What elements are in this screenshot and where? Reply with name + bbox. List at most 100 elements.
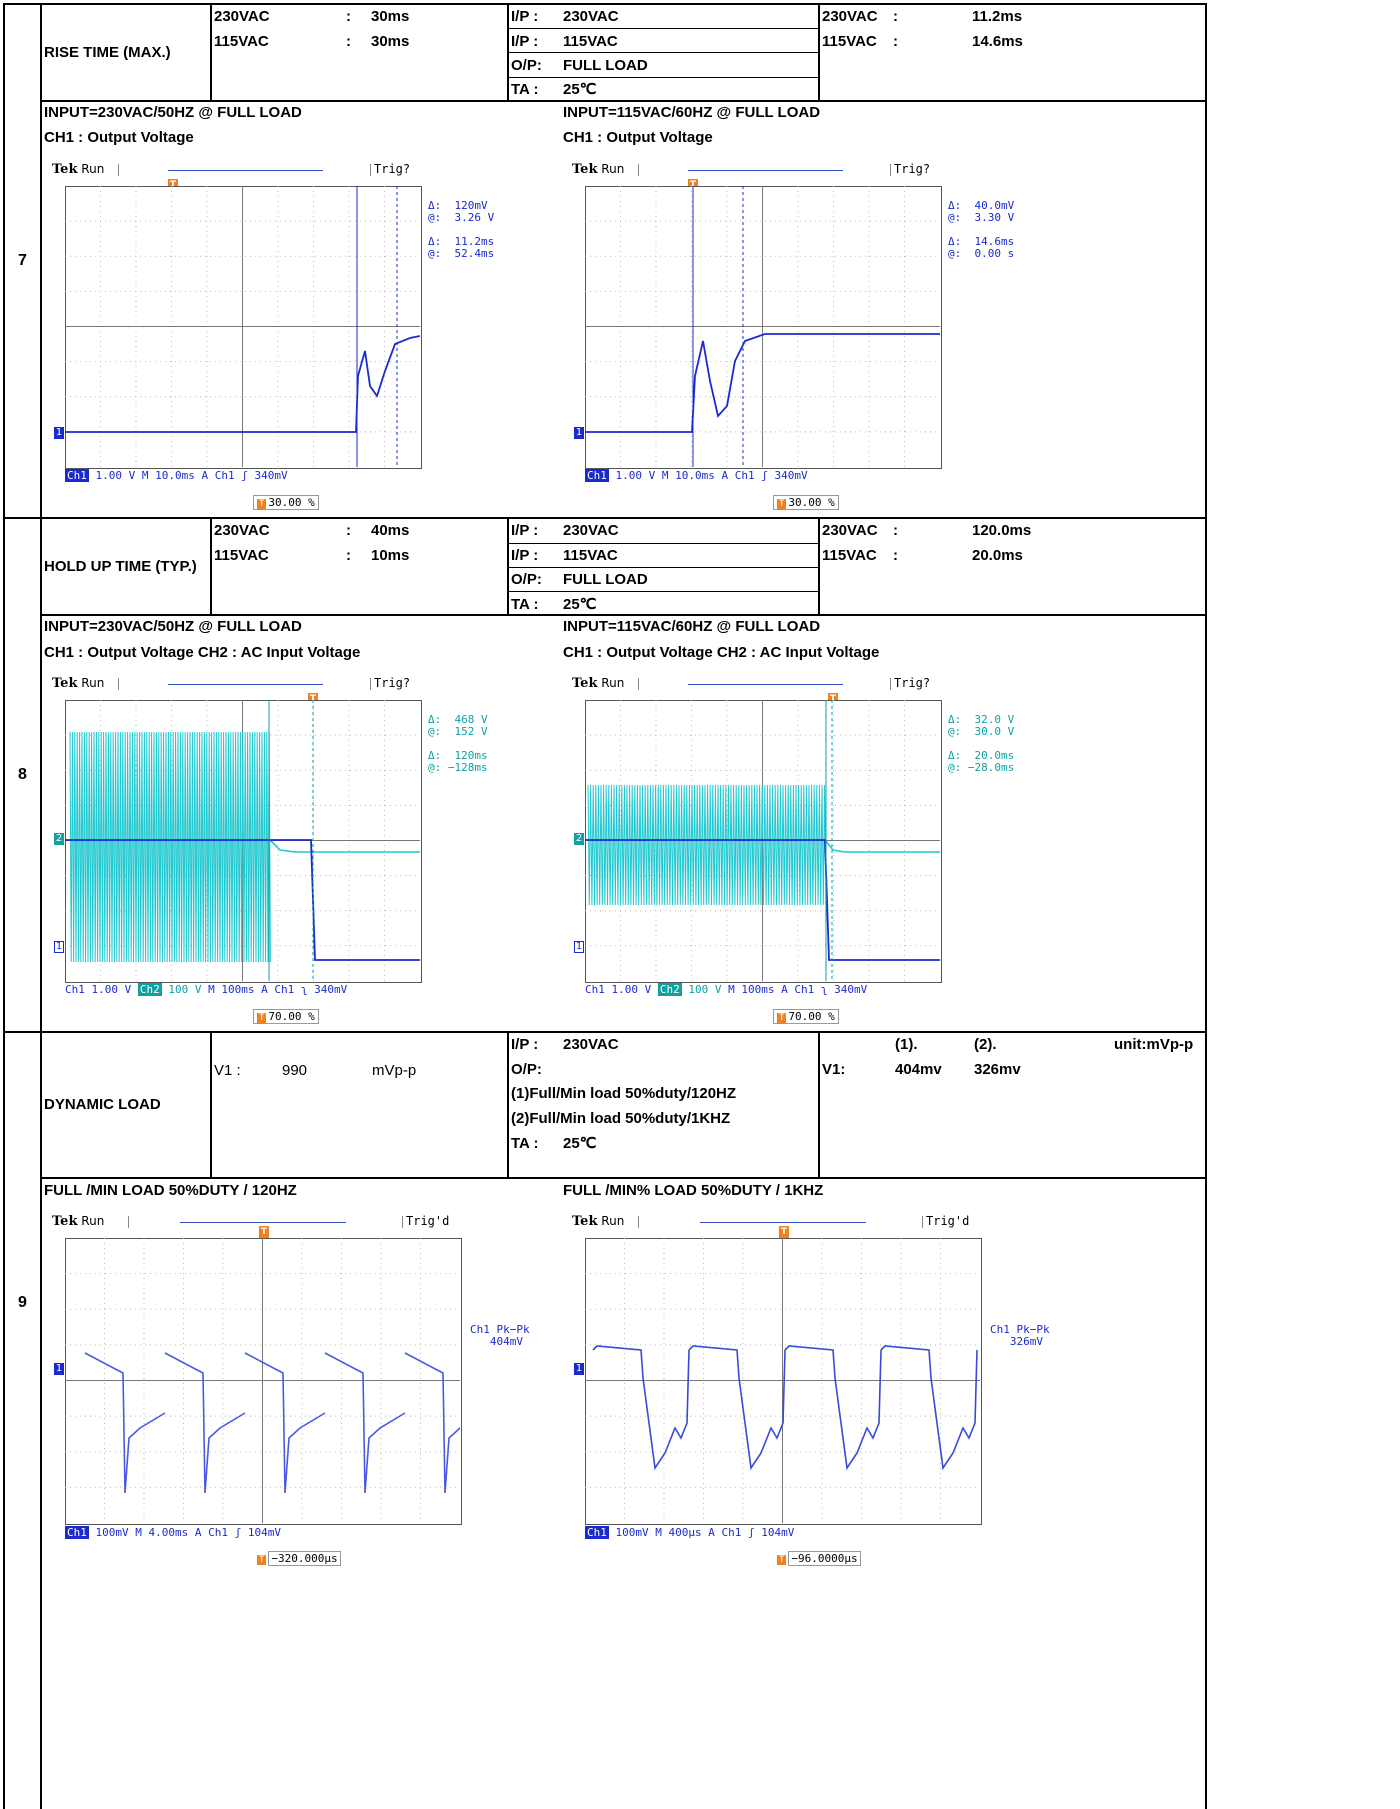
scope-footer: Ch1 1.00 V Ch2 100 V M 100ms A Ch1 ʅ 340… <box>65 983 348 996</box>
trigger-status: Trig? <box>374 676 411 690</box>
caption-line1: FULL /MIN LOAD 50%DUTY / 120HZ <box>44 1182 297 1199</box>
scope-header: Tek Run <box>52 162 105 177</box>
row-number: 8 <box>18 766 27 783</box>
spec-sep: : <box>346 547 351 564</box>
cond-label: I/P : <box>511 33 539 50</box>
scope-trace <box>585 1238 980 1523</box>
cond-value: 230VAC <box>563 1036 619 1053</box>
pk-pk-readout: Ch1 Pk−Pk 326mV <box>990 1323 1050 1348</box>
cond-value: (2)Full/Min load 50%duty/1KHZ <box>511 1110 731 1127</box>
ch1-ground-marker: 1 <box>54 1363 64 1375</box>
scope-trace <box>65 186 420 467</box>
oscilloscope-capture: Tek Run Trig? T 2 1 Δ: 468 V @: 152 V Δ:… <box>40 676 488 1081</box>
cursor-readout: Δ: 40.0mV @: 3.30 V Δ: 14.6ms @: 0.00 s <box>948 199 1015 260</box>
cond-value: 25℃ <box>563 1135 597 1152</box>
cond-label: TA : <box>511 81 539 98</box>
ch1-trace <box>404 1352 460 1494</box>
result-label: V1: <box>822 1061 846 1078</box>
trigger-position: T 70.00 % <box>253 1009 319 1024</box>
item-name: DYNAMIC LOAD <box>44 1096 161 1113</box>
caption-line1: INPUT=230VAC/50HZ @ FULL LOAD <box>44 104 302 121</box>
ch2-trace <box>69 731 271 963</box>
spec-value: 30ms <box>371 8 410 25</box>
scope-trace <box>65 1238 460 1523</box>
oscilloscope-capture: Tek Run Trig? T 1 Δ: 40.0mV @: 3.30 V Δ:… <box>560 162 1014 567</box>
ch1-ground-marker: 1 <box>574 427 584 439</box>
scope-header: Tek Run <box>52 676 105 691</box>
trigger-position: T 30.00 % <box>253 495 319 510</box>
trigger-marker-icon: T <box>828 693 838 705</box>
ch1-trace <box>244 1352 326 1494</box>
oscilloscope-capture: Tek Run Trig'd T 1 Ch1 Pk−Pk 404mV Ch1 1… <box>40 1214 530 1619</box>
spec-label: V1 : <box>214 1062 241 1079</box>
item-name: RISE TIME (MAX.) <box>44 44 171 61</box>
trigger-marker-icon: T <box>259 1226 269 1238</box>
cond-label: I/P : <box>511 8 539 25</box>
ch2-trace <box>824 839 940 853</box>
item-name: HOLD UP TIME (TYP.) <box>44 558 197 575</box>
caption-line2: CH1 : Output Voltage CH2 : AC Input Volt… <box>563 644 880 661</box>
spec-value: 40ms <box>371 522 410 539</box>
result-sep: : <box>893 33 898 50</box>
result-sep: : <box>893 8 898 25</box>
result-col2: (2). <box>974 1036 997 1053</box>
oscilloscope-capture: Tek Run Trig? T 1 Δ: 120mV @: 3.26 V Δ: … <box>40 162 494 567</box>
result-value: 120.0ms <box>972 522 1032 539</box>
cond-label: O/P: <box>511 571 542 588</box>
ch1-ground-marker: 1 <box>574 1363 584 1375</box>
trigger-status: Trig? <box>374 162 411 176</box>
trigger-position: T 70.00 % <box>773 1009 839 1024</box>
result-value: 14.6ms <box>972 33 1023 50</box>
ch1-trace <box>324 1352 406 1494</box>
result-v2: 326mv <box>974 1061 1021 1078</box>
scope-header: Tek Run <box>572 676 625 691</box>
row-number: 7 <box>18 252 27 269</box>
ch1-trace <box>592 1345 690 1471</box>
scope-header: Tek Run <box>572 1214 625 1229</box>
spec-input: 230VAC <box>214 522 270 539</box>
trigger-marker-icon: T <box>688 179 698 191</box>
trigger-position: T −96.0000µs <box>774 1551 864 1566</box>
cond-label: I/P : <box>511 522 539 539</box>
spec-sep: : <box>346 522 351 539</box>
ch1-trace <box>585 839 940 961</box>
ch1-trace <box>880 1345 978 1471</box>
caption-line2: CH1 : Output Voltage <box>563 129 713 146</box>
scope-grid <box>65 186 422 469</box>
cond-label: TA : <box>511 1135 539 1152</box>
cond-value: 230VAC <box>563 8 619 25</box>
ch1-trace <box>164 1352 246 1494</box>
result-input: 115VAC <box>822 33 877 50</box>
scope-footer: Ch1 100mV M 4.00ms A Ch1 ʃ 104mV <box>65 1526 281 1539</box>
caption-line2: CH1 : Output Voltage <box>44 129 194 146</box>
spec-sep: : <box>346 33 351 50</box>
trigger-status: Trig? <box>894 162 931 176</box>
result-input: 230VAC <box>822 8 878 25</box>
scope-header: Tek Run <box>572 162 625 177</box>
spec-input: 115VAC <box>214 547 269 564</box>
scope-footer: Ch1 1.00 V Ch2 100 V M 100ms A Ch1 ʅ 340… <box>585 983 868 996</box>
ch1-ground-marker: 1 <box>54 427 64 439</box>
spec-input: 230VAC <box>214 8 270 25</box>
trigger-marker-icon: T <box>308 693 318 705</box>
spec-sep: : <box>346 8 351 25</box>
trigger-position: T −320.000µs <box>254 1551 344 1566</box>
result-value: 11.2ms <box>972 8 1023 25</box>
ch1-trace <box>65 335 420 433</box>
spec-value: 10ms <box>371 547 410 564</box>
row-number: 9 <box>18 1294 27 1311</box>
scope-footer: Ch1 1.00 V M 10.0ms A Ch1 ʃ 340mV <box>585 469 808 482</box>
spec-input: 115VAC <box>214 33 269 50</box>
caption-line2: CH1 : Output Voltage CH2 : AC Input Volt… <box>44 644 361 661</box>
ch1-ground-marker: 1 <box>574 941 584 953</box>
spec-unit: mVp-p <box>372 1062 417 1079</box>
result-value: 20.0ms <box>972 547 1023 564</box>
caption-line1: INPUT=230VAC/50HZ @ FULL LOAD <box>44 618 302 635</box>
result-sep: : <box>893 547 898 564</box>
oscilloscope-capture: Tek Run Trig? T 2 1 Δ: 32.0 V @: 30.0 V … <box>560 676 1014 1081</box>
caption-line1: FULL /MIN% LOAD 50%DUTY / 1KHZ <box>563 1182 824 1199</box>
spec-value: 30ms <box>371 33 410 50</box>
ch2-ground-marker: 2 <box>54 833 64 845</box>
ch1-trace <box>784 1345 882 1471</box>
cond-value: (1)Full/Min load 50%duty/120HZ <box>511 1085 737 1102</box>
